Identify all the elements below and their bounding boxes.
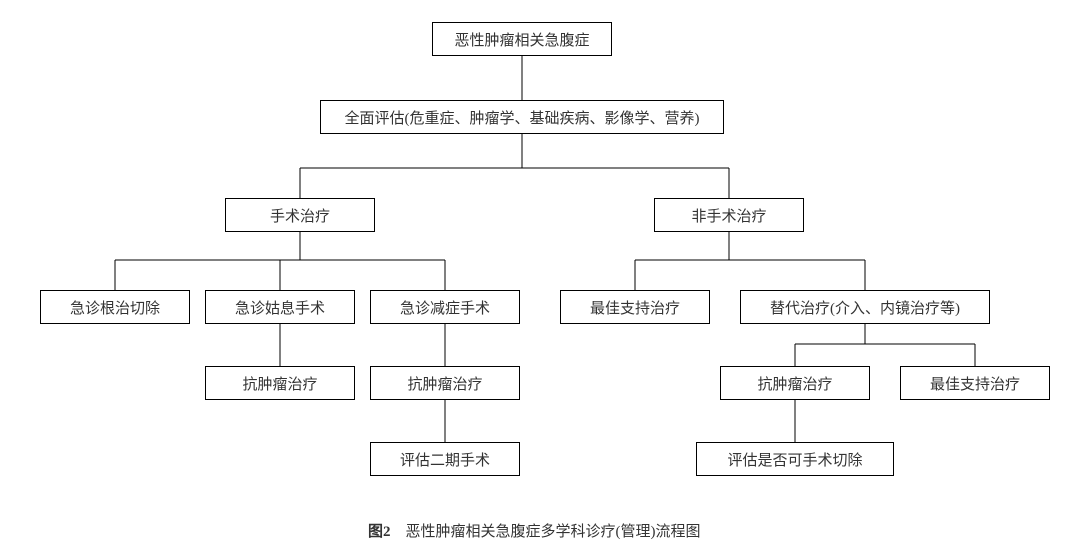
figure-caption: 图2 恶性肿瘤相关急腹症多学科诊疗(管理)流程图 — [368, 520, 701, 541]
flowchart-connectors — [0, 0, 1080, 558]
node-support1: 最佳支持治疗 — [560, 290, 710, 324]
node-anti2: 抗肿瘤治疗 — [370, 366, 520, 400]
node-nonsurgery: 非手术治疗 — [654, 198, 804, 232]
figure-caption-text: 恶性肿瘤相关急腹症多学科诊疗(管理)流程图 — [406, 524, 701, 540]
node-radical: 急诊根治切除 — [40, 290, 190, 324]
node-assess: 全面评估(危重症、肿瘤学、基础疾病、影像学、营养) — [320, 100, 724, 134]
node-support2: 最佳支持治疗 — [900, 366, 1050, 400]
node-evalresect: 评估是否可手术切除 — [696, 442, 894, 476]
node-anti1: 抗肿瘤治疗 — [205, 366, 355, 400]
node-alt: 替代治疗(介入、内镜治疗等) — [740, 290, 990, 324]
node-root: 恶性肿瘤相关急腹症 — [432, 22, 612, 56]
node-surgery: 手术治疗 — [225, 198, 375, 232]
node-stage2: 评估二期手术 — [370, 442, 520, 476]
node-anti3: 抗肿瘤治疗 — [720, 366, 870, 400]
node-cytoreduce: 急诊减症手术 — [370, 290, 520, 324]
figure-caption-label: 图2 — [368, 524, 391, 540]
node-palliative: 急诊姑息手术 — [205, 290, 355, 324]
